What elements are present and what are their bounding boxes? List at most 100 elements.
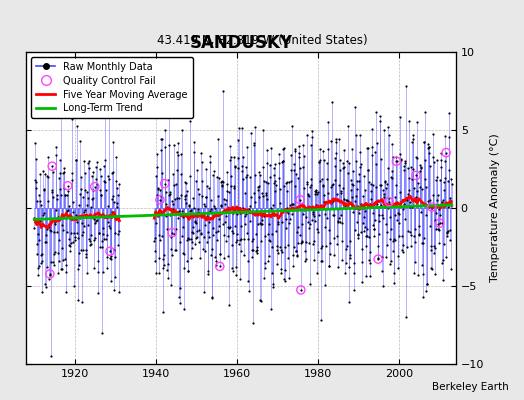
Point: [41, 239, 50, 245]
Point: [381, 178, 389, 184]
Point: [392, 158, 401, 164]
Point: [66, 212, 74, 218]
Point: [444, 228, 452, 234]
Point: [115, 288, 123, 295]
Point: [425, 196, 434, 203]
Point: [344, 198, 353, 205]
Point: [203, 239, 212, 245]
Point: [278, 158, 287, 164]
Point: [378, 254, 386, 261]
Point: [323, 146, 332, 152]
Point: [179, 250, 188, 256]
Point: [391, 236, 399, 243]
Point: [91, 184, 99, 190]
Point: [222, 181, 231, 188]
Point: [227, 154, 235, 160]
Point: [107, 196, 116, 202]
Point: [181, 196, 190, 202]
Point: [105, 176, 114, 182]
Point: [232, 272, 240, 278]
Point: [81, 207, 90, 213]
Point: [403, 228, 412, 234]
Point: [49, 193, 57, 200]
Point: [393, 217, 401, 223]
Point: [236, 210, 244, 216]
Point: [337, 257, 346, 263]
Point: [394, 265, 402, 272]
Point: [357, 228, 365, 235]
Point: [406, 229, 414, 236]
Point: [279, 146, 288, 152]
Point: [205, 185, 213, 191]
Point: [62, 268, 70, 275]
Point: [367, 196, 376, 202]
Point: [35, 192, 43, 198]
Point: [401, 216, 409, 222]
Point: [258, 189, 267, 196]
Point: [402, 314, 410, 320]
Point: [255, 182, 263, 189]
Point: [446, 176, 455, 182]
Point: [38, 289, 46, 295]
Point: [366, 249, 375, 255]
Point: [233, 237, 241, 244]
Point: [160, 207, 169, 213]
Point: [327, 138, 335, 144]
Point: [300, 207, 309, 214]
Point: [302, 178, 311, 185]
Point: [106, 256, 115, 262]
Point: [320, 199, 329, 205]
Point: [337, 190, 345, 196]
Point: [335, 182, 343, 188]
Point: [261, 233, 269, 240]
Point: [358, 205, 367, 211]
Point: [46, 228, 54, 234]
Point: [203, 271, 212, 278]
Point: [250, 142, 258, 148]
Point: [163, 260, 172, 267]
Point: [115, 181, 124, 188]
Point: [374, 256, 383, 262]
Point: [257, 297, 265, 304]
Point: [294, 175, 303, 181]
Point: [290, 167, 299, 173]
Point: [379, 194, 388, 200]
Point: [221, 200, 229, 207]
Point: [99, 269, 107, 276]
Point: [432, 226, 440, 232]
Point: [55, 175, 63, 182]
Point: [30, 225, 38, 231]
Point: [347, 194, 356, 200]
Point: [431, 245, 440, 252]
Point: [187, 206, 195, 213]
Point: [172, 181, 180, 187]
Point: [333, 219, 342, 226]
Point: [39, 222, 47, 228]
Point: [46, 271, 54, 277]
Point: [330, 252, 338, 258]
Point: [37, 252, 45, 259]
Point: [406, 199, 414, 205]
Point: [177, 192, 185, 198]
Point: [180, 250, 188, 257]
Point: [58, 245, 66, 251]
Point: [204, 229, 212, 235]
Point: [256, 220, 265, 226]
Point: [36, 198, 44, 204]
Point: [108, 170, 116, 176]
Point: [200, 234, 209, 240]
Point: [278, 159, 287, 166]
Point: [230, 185, 238, 191]
Point: [395, 211, 403, 218]
Point: [383, 242, 391, 249]
Point: [375, 212, 383, 218]
Point: [168, 229, 176, 236]
Point: [229, 230, 237, 236]
Point: [100, 236, 108, 242]
Point: [304, 190, 312, 197]
Point: [83, 221, 92, 228]
Point: [200, 289, 208, 295]
Point: [228, 264, 236, 271]
Point: [440, 241, 448, 247]
Point: [42, 232, 51, 238]
